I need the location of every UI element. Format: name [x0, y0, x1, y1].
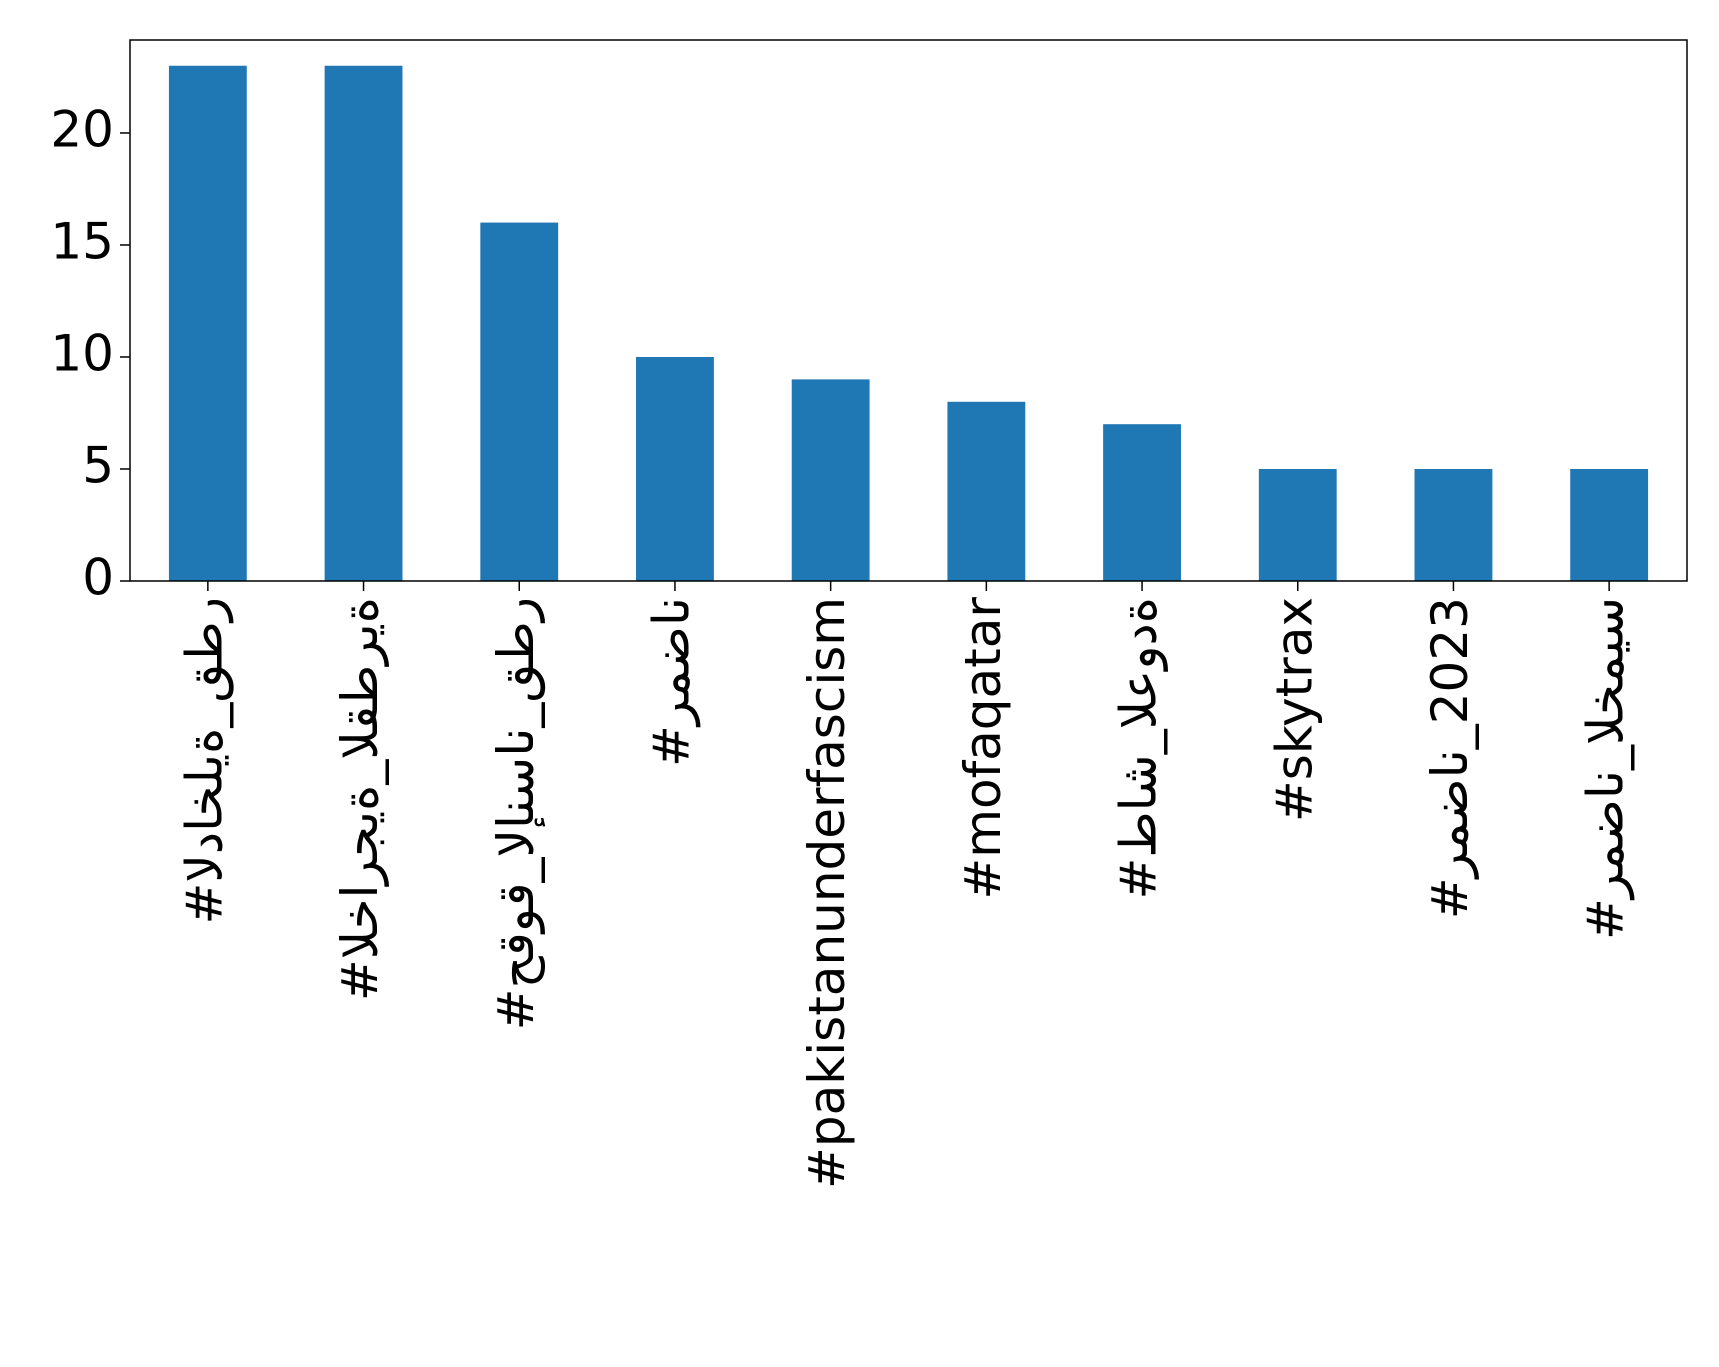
- bar: [168, 65, 247, 581]
- y-tick-label: 15: [50, 212, 114, 270]
- x-tick-label: #skytrax: [1265, 597, 1323, 822]
- y-tick-label: 10: [50, 324, 114, 382]
- bar: [324, 65, 403, 581]
- bar: [480, 222, 559, 582]
- bar: [636, 356, 714, 581]
- x-tick-label: #رمضان_2023: [1421, 597, 1479, 919]
- x-tick-label: #الداخلية_قطر: [175, 597, 233, 925]
- x-tick-label: #pakistanunderfascism: [798, 597, 856, 1189]
- bar: [947, 401, 1026, 581]
- x-tick-label: #حقوق_الإنسان_قطر: [487, 597, 546, 1030]
- x-tick-label: #رمضان_الخميس: [1577, 597, 1635, 940]
- bar: [1103, 424, 1181, 581]
- bar: [1258, 468, 1337, 581]
- x-tick-label: #طاش_العودة: [1110, 597, 1169, 900]
- bar: [791, 379, 870, 581]
- plot-frame: [129, 39, 1688, 582]
- bar: [1570, 468, 1649, 581]
- y-tick-label: 0: [82, 549, 114, 607]
- y-tick-label: 20: [50, 100, 114, 158]
- x-tick-label: #الخارجية_القطرية: [331, 597, 389, 1001]
- y-tick-label: 5: [82, 436, 114, 494]
- x-tick-label: #رمضان: [642, 597, 700, 767]
- x-tick-label: #mofaqatar: [954, 597, 1012, 900]
- bar: [1414, 468, 1493, 581]
